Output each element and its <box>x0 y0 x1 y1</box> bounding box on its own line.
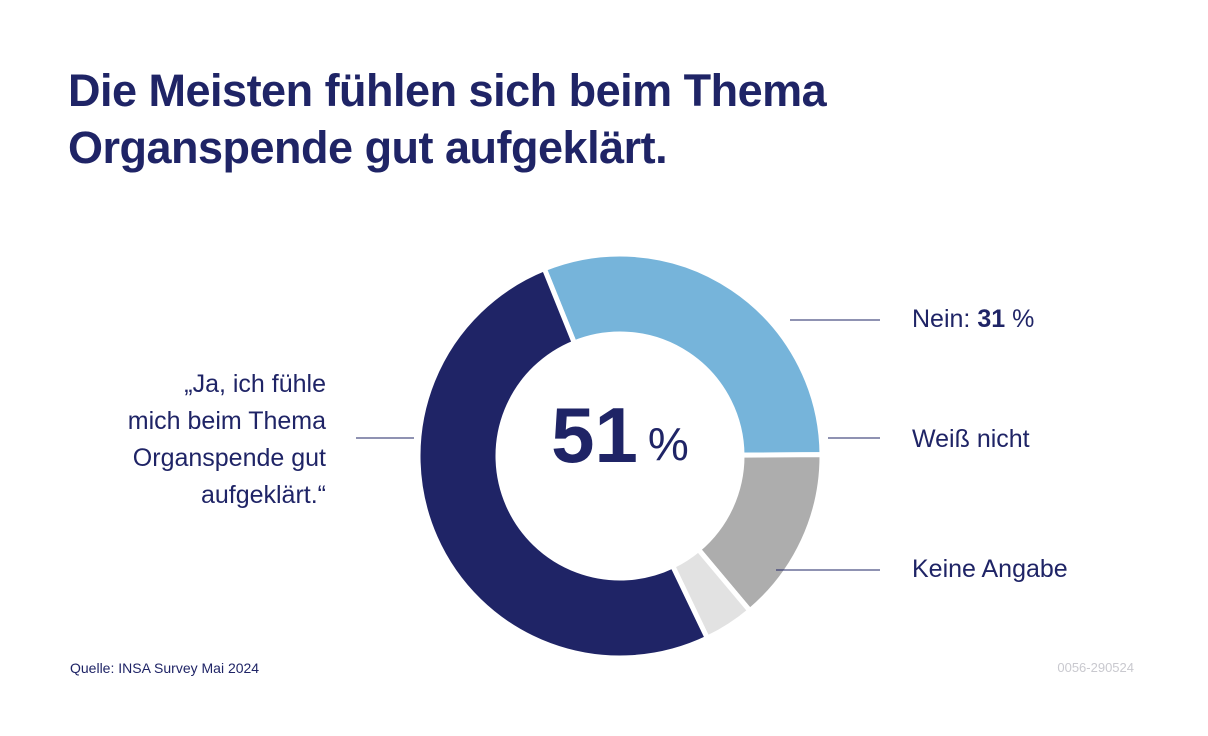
center-value: 51% <box>551 391 689 479</box>
source-note: Quelle: INSA Survey Mai 2024 <box>70 660 260 676</box>
slice-label-ja-line-2: mich beim Thema <box>128 407 326 435</box>
slice-label-ja-line-4: aufgeklärt.“ <box>201 481 326 509</box>
graphic-code: 0056-290524 <box>1057 660 1134 675</box>
slice-label-ja-line-3: Organspende gut <box>133 444 326 472</box>
donut-slice-nein <box>541 251 825 458</box>
slice-label-weiss: Weiß nicht <box>912 425 1030 453</box>
slice-label-keine: Keine Angabe <box>912 555 1068 583</box>
chart-title: Die Meisten fühlen sich beim Thema Organ… <box>68 62 968 176</box>
slice-label-ja-line-1: „Ja, ich fühle <box>184 370 326 398</box>
chart-title-line-1: Die Meisten fühlen sich beim Thema <box>68 65 827 116</box>
donut-slices <box>415 251 825 661</box>
chart-title-line-2: Organspende gut aufgeklärt. <box>68 122 668 173</box>
slice-label-ja: „Ja, ich fühle mich beim Thema Organspen… <box>128 370 326 509</box>
slice-label-nein: Nein: 31 % <box>912 305 1034 333</box>
donut-slice-ja <box>415 265 711 661</box>
